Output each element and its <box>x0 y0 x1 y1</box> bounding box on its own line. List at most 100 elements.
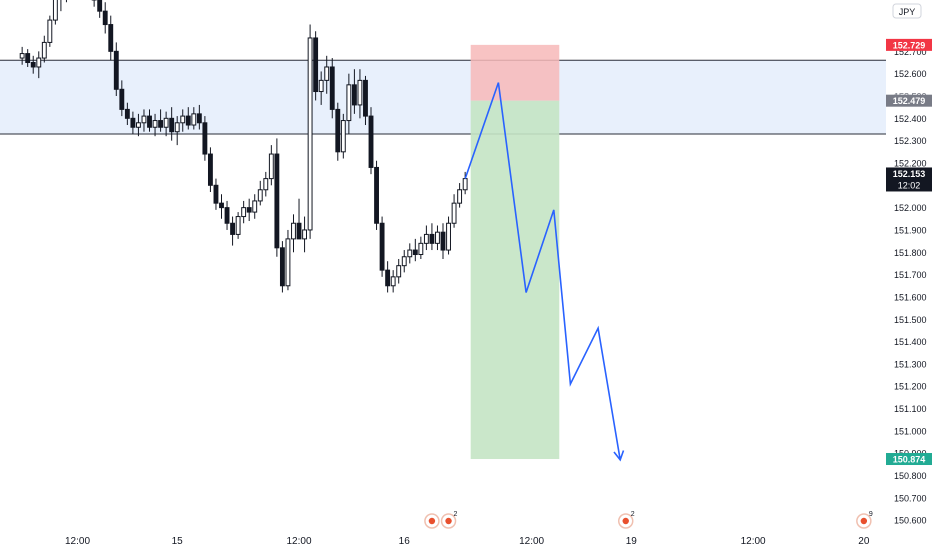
candle[interactable] <box>324 55 330 94</box>
candle[interactable] <box>346 73 352 134</box>
candle[interactable] <box>130 111 136 134</box>
price-tick-label: 150.800 <box>894 471 927 481</box>
candle[interactable] <box>191 107 197 130</box>
candle[interactable] <box>457 183 463 208</box>
event-marker[interactable]: 9 <box>856 511 873 529</box>
candle[interactable] <box>313 31 319 101</box>
candle[interactable] <box>202 116 208 161</box>
candle[interactable] <box>335 102 341 161</box>
candle[interactable] <box>169 107 175 141</box>
candle[interactable] <box>440 223 446 259</box>
candle[interactable] <box>429 223 435 251</box>
candle[interactable] <box>396 258 402 284</box>
candle[interactable] <box>257 180 263 206</box>
candle[interactable] <box>147 109 152 132</box>
candle[interactable] <box>59 0 63 12</box>
stop-price-badge[interactable]: 152.729 <box>886 38 932 51</box>
candle[interactable] <box>30 55 36 74</box>
candle[interactable] <box>152 113 158 137</box>
candle-body-up <box>302 229 308 240</box>
candle[interactable] <box>268 145 274 186</box>
candle[interactable] <box>412 238 418 262</box>
candle[interactable] <box>368 107 374 175</box>
event-marker[interactable] <box>424 513 440 529</box>
candle[interactable] <box>279 241 285 293</box>
entry-price-badge[interactable]: 152.479 <box>886 94 932 107</box>
candle-body-down <box>207 153 213 186</box>
candle[interactable] <box>52 0 58 25</box>
candle[interactable] <box>241 200 247 224</box>
candle[interactable] <box>385 261 391 293</box>
candle[interactable] <box>401 250 407 273</box>
candle[interactable] <box>230 216 236 246</box>
time-axis[interactable] <box>0 528 886 550</box>
candle[interactable] <box>340 113 346 159</box>
candle[interactable] <box>36 51 42 79</box>
candle[interactable] <box>363 75 368 126</box>
candle[interactable] <box>163 111 169 137</box>
candle[interactable] <box>285 229 291 291</box>
candle[interactable] <box>41 35 47 63</box>
candle[interactable] <box>263 171 269 197</box>
candle[interactable] <box>462 171 468 195</box>
currency-label[interactable]: JPY <box>892 3 922 19</box>
candle[interactable] <box>185 107 191 130</box>
candle[interactable] <box>291 214 296 253</box>
candle[interactable] <box>418 236 424 259</box>
candle[interactable] <box>302 216 308 253</box>
candle[interactable] <box>19 46 25 65</box>
candle[interactable] <box>329 58 335 119</box>
candle[interactable] <box>180 109 186 132</box>
candle[interactable] <box>246 198 252 222</box>
candle[interactable] <box>124 102 130 126</box>
candle[interactable] <box>307 24 313 239</box>
candle[interactable] <box>224 200 230 230</box>
event-marker[interactable]: 2 <box>440 511 458 529</box>
candle[interactable] <box>141 109 147 132</box>
candle[interactable] <box>374 160 379 230</box>
candle[interactable] <box>296 198 302 240</box>
event-marker[interactable]: 2 <box>617 511 635 529</box>
candle[interactable] <box>113 42 119 96</box>
candle-body-down <box>246 207 252 213</box>
projection-path[interactable] <box>464 82 621 461</box>
candle[interactable] <box>97 0 103 18</box>
candle[interactable] <box>25 49 31 67</box>
take-profit-zone[interactable] <box>470 100 560 460</box>
candle[interactable] <box>274 138 280 257</box>
candle[interactable] <box>213 178 219 210</box>
candle-body-down <box>329 66 335 110</box>
candle[interactable] <box>379 216 385 277</box>
target-price-badge[interactable]: 150.874 <box>886 453 932 466</box>
candle[interactable] <box>351 69 357 114</box>
candle[interactable] <box>435 225 440 251</box>
plot-area[interactable] <box>0 0 886 462</box>
candle[interactable] <box>318 71 324 105</box>
candle[interactable] <box>102 2 108 34</box>
candle[interactable] <box>423 225 429 251</box>
candle[interactable] <box>390 270 396 293</box>
candle[interactable] <box>252 194 258 219</box>
candle[interactable] <box>235 212 241 239</box>
time-tick-label: 12:00 <box>519 536 544 547</box>
candle[interactable] <box>47 15 53 47</box>
candle[interactable] <box>158 109 164 132</box>
candle[interactable] <box>135 113 141 137</box>
candle[interactable] <box>451 194 457 228</box>
candle[interactable] <box>108 15 114 61</box>
candle[interactable] <box>219 194 224 219</box>
candle[interactable] <box>207 147 213 192</box>
candle[interactable] <box>65 0 69 3</box>
candle[interactable] <box>357 69 363 119</box>
candle[interactable] <box>174 116 180 146</box>
candle[interactable] <box>196 104 202 130</box>
stop-loss-zone[interactable] <box>470 44 560 101</box>
candle[interactable] <box>91 0 97 7</box>
candle[interactable] <box>407 243 413 264</box>
candle[interactable] <box>446 216 451 255</box>
candle[interactable] <box>119 80 125 117</box>
price-tick-label: 152.000 <box>894 203 927 213</box>
